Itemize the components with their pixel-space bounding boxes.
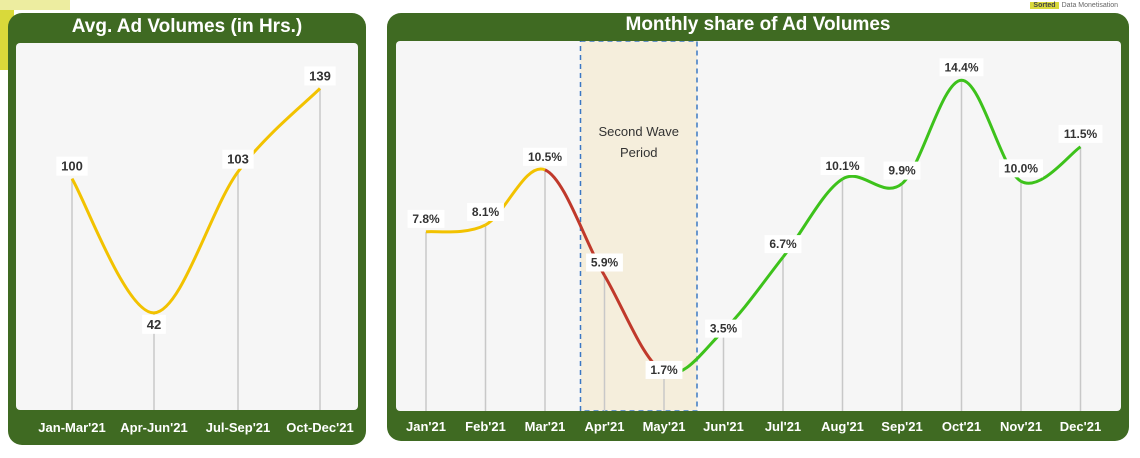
x-tick-6: Jul'21: [765, 419, 801, 434]
line-segment-5: [722, 256, 785, 332]
x-tick-2: Mar'21: [525, 419, 566, 434]
right-chart-area: Second Wave Period 7.8% 8.1% 10.5% 5.9% 1.7% 3.…: [396, 40, 1121, 412]
data-label-Jan'21: 7.8%: [407, 209, 445, 228]
monthly-share-chart: Second Wave Period 7.8% 8.1% 10.5% 5.9% 1.7% 3.…: [407, 40, 1103, 412]
svg-text:3.5%: 3.5%: [710, 322, 738, 336]
svg-text:8.1%: 8.1%: [472, 205, 500, 219]
brand-label: Data Monetisation: [1061, 2, 1118, 9]
annotation-line-0: Second Wave: [599, 124, 679, 139]
data-label-Sep'21: 9.9%: [883, 161, 921, 180]
svg-text:14.4%: 14.4%: [944, 60, 978, 74]
brand-logo: Sorted Data Monetisation: [1030, 2, 1118, 9]
x-tick-2: Jul-Sep'21: [206, 420, 271, 435]
left-x-axis: Jan-Mar'21 Apr-Jun'21 Jul-Sep'21 Oct-Dec'21: [38, 420, 353, 435]
svg-text:7.8%: 7.8%: [412, 212, 440, 226]
svg-text:100: 100: [61, 159, 83, 174]
svg-text:10.5%: 10.5%: [528, 150, 562, 164]
svg-text:103: 103: [227, 152, 249, 167]
x-tick-1: Feb'21: [465, 419, 506, 434]
svg-text:10.1%: 10.1%: [825, 159, 859, 173]
data-label-Nov'21: 10.0%: [999, 159, 1043, 178]
second-wave-band: [579, 40, 698, 412]
data-label-Aug'21: 10.1%: [820, 157, 865, 176]
data-label-May'21: 1.7%: [645, 360, 683, 379]
data-label-Jul-Sep'21: 103: [222, 149, 254, 169]
data-label-Oct'21: 14.4%: [939, 58, 984, 77]
avg-ad-volumes-chart: 100 42 103 139: [56, 66, 336, 410]
data-label-Mar'21: 10.5%: [523, 147, 567, 166]
x-tick-5: Jun'21: [703, 419, 744, 434]
svg-text:42: 42: [147, 317, 161, 332]
data-label-Apr-Jun'21: 42: [142, 314, 166, 334]
line-segment-7: [841, 174, 903, 190]
decorative-corner-bar-top: [0, 0, 70, 10]
annotation-line-1: Period: [620, 145, 658, 160]
x-tick-3: Apr'21: [585, 419, 625, 434]
svg-text:9.9%: 9.9%: [888, 164, 916, 178]
x-tick-1: Apr-Jun'21: [120, 420, 187, 435]
brand-badge: Sorted: [1030, 2, 1059, 9]
left-chart-panel: Avg. Ad Volumes (in Hrs.) 100 42 103 139 Ja…: [8, 13, 366, 445]
x-tick-7: Aug'21: [821, 419, 864, 434]
svg-text:139: 139: [309, 68, 331, 83]
line-segment-0: [425, 223, 487, 234]
data-label-Apr'21: 5.9%: [586, 253, 623, 272]
x-tick-0: Jan-Mar'21: [38, 420, 105, 435]
right-x-axis: Jan'21 Feb'21 Mar'21 Apr'21 May'21 Jun'21 Jul'…: [406, 419, 1101, 434]
svg-text:1.7%: 1.7%: [650, 363, 678, 377]
svg-text:5.9%: 5.9%: [591, 255, 619, 269]
x-tick-4: May'21: [643, 419, 686, 434]
x-tick-9: Oct'21: [942, 419, 981, 434]
svg-text:6.7%: 6.7%: [769, 237, 797, 251]
data-label-Jul'21: 6.7%: [764, 235, 802, 254]
x-tick-8: Sep'21: [881, 419, 922, 434]
x-tick-11: Dec'21: [1060, 419, 1101, 434]
x-tick-3: Oct-Dec'21: [286, 420, 353, 435]
data-label-Jun'21: 3.5%: [705, 319, 742, 338]
right-chart-title: Monthly share of Ad Volumes: [625, 14, 891, 35]
data-label-Feb'21: 8.1%: [467, 202, 504, 221]
svg-text:11.5%: 11.5%: [1064, 127, 1098, 141]
svg-text:10.0%: 10.0%: [1004, 161, 1038, 175]
x-tick-10: Nov'21: [1000, 419, 1042, 434]
avg-volume-line: [70, 87, 322, 315]
right-chart-panel: Monthly share of Ad Volumes Second Wave P…: [387, 13, 1129, 441]
line-segment-10: [1020, 145, 1082, 185]
left-chart-title: Avg. Ad Volumes (in Hrs.): [71, 16, 303, 37]
left-chart-area: 100 42 103 139: [16, 43, 358, 410]
data-label-Jan-Mar'21: 100: [56, 156, 88, 176]
data-label-Dec'21: 11.5%: [1058, 124, 1103, 143]
x-tick-0: Jan'21: [406, 419, 446, 434]
data-label-Oct-Dec'21: 139: [304, 66, 336, 86]
